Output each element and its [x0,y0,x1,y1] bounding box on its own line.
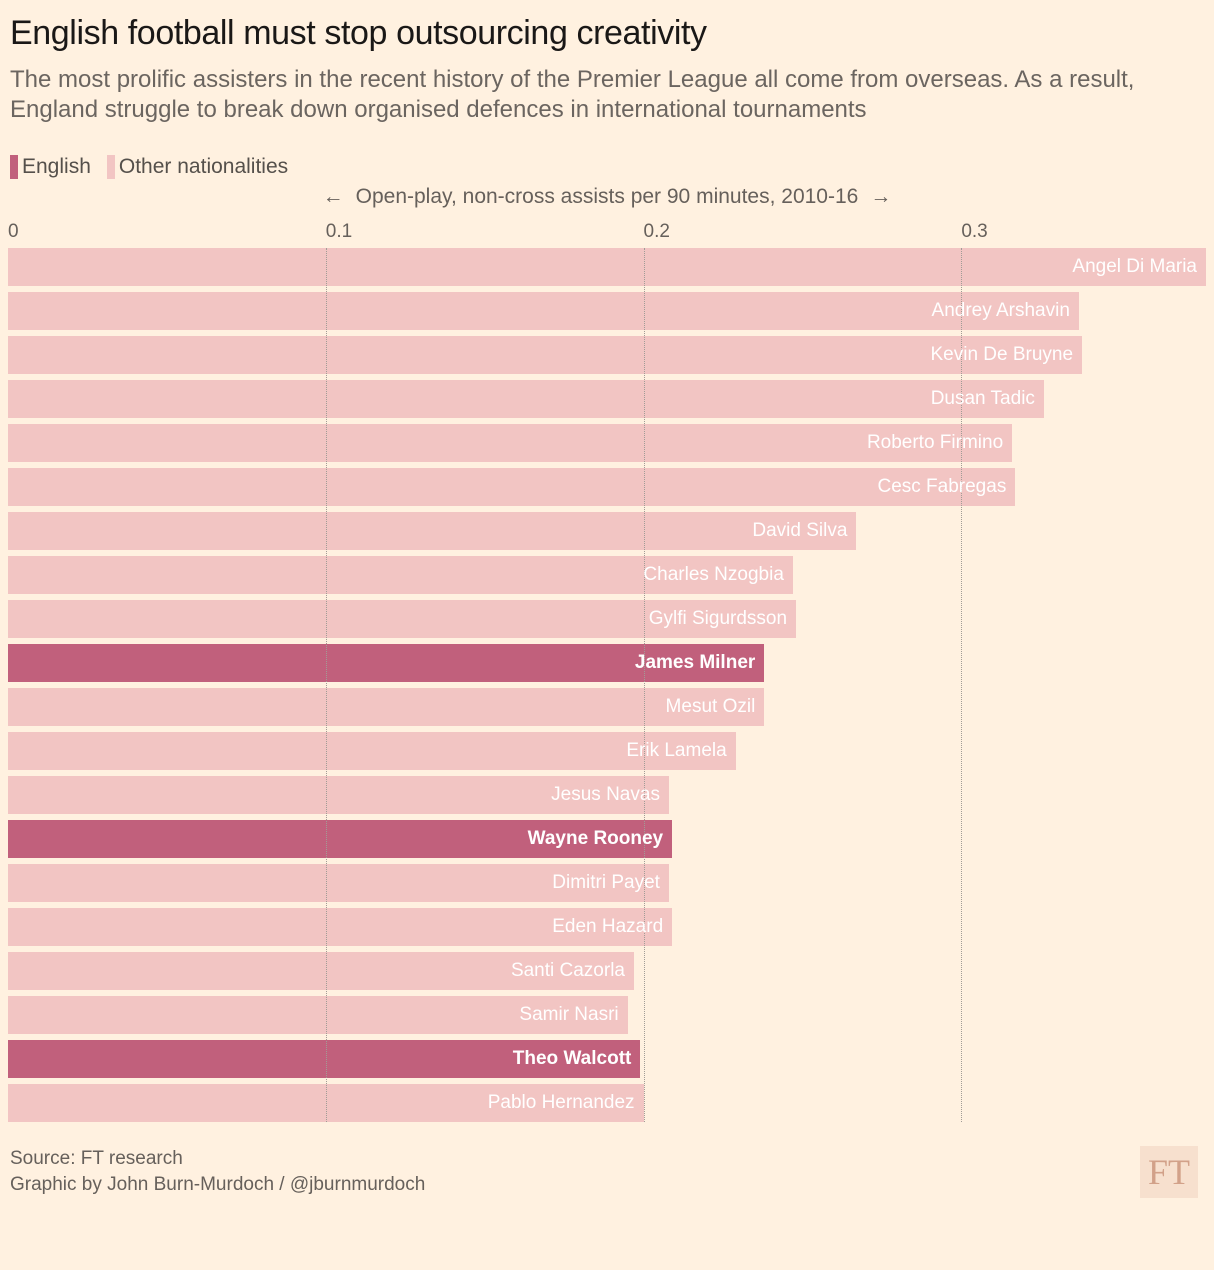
bar-santi-cazorla: Santi Cazorla [8,952,634,991]
gridline [961,248,963,1123]
chart-footer: Source: FT research Graphic by John Burn… [8,1146,1206,1199]
bar-label: Samir Nasri [519,1004,619,1026]
x-tick-label: 0.3 [961,221,988,243]
bar-david-silva: David Silva [8,512,857,551]
bar-row: Charles Nzogbia [8,556,1206,595]
bar-row: Gylfi Sigurdsson [8,600,1206,639]
source-block: Source: FT research Graphic by John Burn… [10,1146,425,1196]
bar-row: Andrey Arshavin [8,292,1206,331]
bar-james-milner: James Milner [8,644,765,683]
x-tick-label: 0 [8,221,19,243]
bar-row: Erik Lamela [8,732,1206,771]
legend-label: English [22,155,91,179]
bar-row: Dusan Tadic [8,380,1206,419]
bar-label: Angel Di Maria [1072,256,1197,278]
bar-wayne-rooney: Wayne Rooney [8,820,673,859]
right-arrow-icon: → [870,185,892,209]
bar-row: Jesus Navas [8,776,1206,815]
bar-roberto-firmino: Roberto Firmino [8,424,1013,463]
bar-row: Kevin De Bruyne [8,336,1206,375]
credit-text: Graphic by John Burn-Murdoch / @jburnmur… [10,1173,426,1195]
bar-gylfi-sigurdsson: Gylfi Sigurdsson [8,600,797,639]
x-tick-label: 0.1 [325,221,353,243]
legend-item-english: English [10,155,91,180]
bar-label: Erik Lamela [626,740,727,762]
bar-row: Santi Cazorla [8,952,1206,991]
x-axis-ticks: 0 0.1 0.2 0.3 [8,221,1206,245]
bar-chart: Angel Di Maria Andrey Arshavin Kevin De Br… [8,248,1206,1123]
bar-charles-nzogbia: Charles Nzogbia [8,556,793,595]
bar-label: Wayne Rooney [527,828,664,850]
bar-dimitri-payet: Dimitri Payet [8,864,669,903]
bar-row: James Milner [8,644,1206,683]
gridline [643,248,645,1123]
left-arrow-icon: ← [322,185,344,209]
bar-label: David Silva [752,520,848,542]
bar-samir-nasri: Samir Nasri [8,996,628,1035]
bar-label: Pablo Hernandez [487,1092,635,1114]
bar-dusan-tadic: Dusan Tadic [8,380,1044,419]
bar-label: Mesut Ozil [665,696,756,718]
source-text: Source: FT research [10,1148,183,1170]
bar-row: Wayne Rooney [8,820,1206,859]
x-tick-label: 0.2 [643,221,670,243]
legend-swatch-other [106,155,115,180]
bar-label: Dimitri Payet [552,872,660,894]
bar-label: Theo Walcott [512,1048,632,1070]
bar-label: Jesus Navas [551,784,660,806]
bar-erik-lamela: Erik Lamela [8,732,736,771]
bar-row: Angel Di Maria [8,248,1206,287]
bar-row: Mesut Ozil [8,688,1206,727]
bar-label: Charles Nzogbia [643,564,784,586]
bar-label: Kevin De Bruyne [930,344,1074,366]
chart-subtitle: The most prolific assisters in the recen… [10,66,1135,124]
bar-theo-walcott: Theo Walcott [8,1040,641,1079]
bar-jesus-navas: Jesus Navas [8,776,669,815]
bar-row: Theo Walcott [8,1040,1206,1079]
legend: English Other nationalities [10,155,1206,180]
bar-mesut-ozil: Mesut Ozil [8,688,765,727]
legend-item-other: Other nationalities [106,155,289,180]
bar-cesc-fabregas: Cesc Fabregas [8,468,1016,507]
x-axis-title: ← Open-play, non-cross assists per 90 min… [8,185,1206,209]
bar-label: Cesc Fabregas [877,476,1007,498]
page-title: English football must stop outsourcing c… [10,14,707,52]
bar-row: David Silva [8,512,1206,551]
bar-eden-hazard: Eden Hazard [8,908,673,947]
bar-label: Andrey Arshavin [931,300,1070,322]
legend-label: Other nationalities [118,155,289,179]
legend-swatch-english [10,155,18,180]
bar-label: Dusan Tadic [930,388,1035,410]
bar-label: James Milner [634,652,756,674]
bar-row: Cesc Fabregas [8,468,1206,507]
x-axis-label: Open-play, non-cross assists per 90 minu… [355,185,859,209]
bar-label: Santi Cazorla [510,960,625,982]
bar-row: Eden Hazard [8,908,1206,947]
bar-row: Roberto Firmino [8,424,1206,463]
bar-kevin-de-bruyne: Kevin De Bruyne [8,336,1083,375]
bar-label: Gylfi Sigurdsson [648,608,788,630]
bar-angel-di-maria: Angel Di Maria [8,248,1206,287]
bar-label: Roberto Firmino [866,432,1004,454]
bar-andrey-arshavin: Andrey Arshavin [8,292,1079,331]
gridline [325,248,327,1123]
bar-label: Eden Hazard [552,916,664,938]
bar-row: Samir Nasri [8,996,1206,1035]
ft-logo: FT [1140,1146,1198,1199]
bar-row: Dimitri Payet [8,864,1206,903]
bar-row: Pablo Hernandez [8,1084,1206,1123]
